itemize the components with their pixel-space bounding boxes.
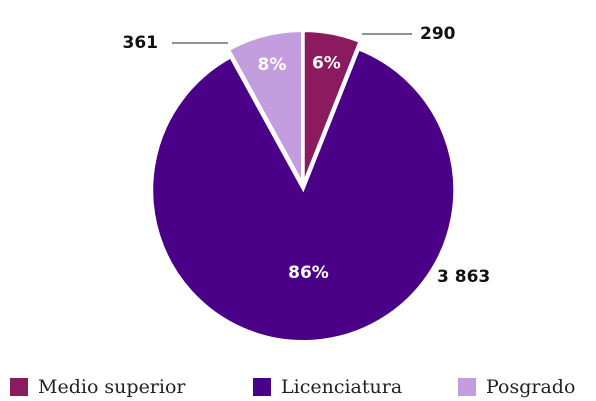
count-label: 361 <box>123 33 159 53</box>
legend-label: Medio superior <box>38 376 186 398</box>
percent-label: 8% <box>258 55 287 75</box>
count-label: 3 863 <box>437 267 490 287</box>
legend-swatch <box>10 378 28 396</box>
pie-slice <box>302 30 361 183</box>
legend-swatch <box>253 378 271 396</box>
legend-swatch <box>458 378 476 396</box>
legend-label: Posgrado <box>486 376 575 398</box>
percent-label: 86% <box>288 263 329 283</box>
pie-slice <box>227 30 304 183</box>
legend-label: Licenciatura <box>281 376 402 398</box>
pie-slice <box>151 48 456 342</box>
percent-label: 6% <box>312 53 341 73</box>
count-label: 290 <box>420 24 456 44</box>
